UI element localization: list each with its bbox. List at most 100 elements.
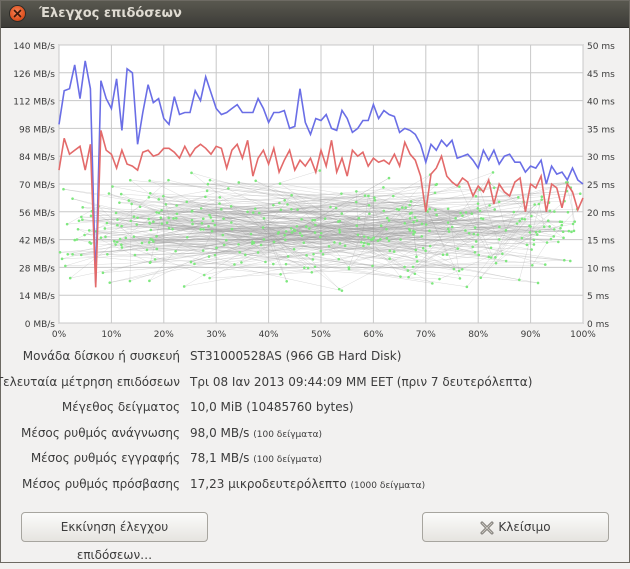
access-time-point	[230, 221, 233, 224]
close-button[interactable]: Κλείσιμο	[422, 512, 609, 542]
info-value-text: 78,1 MB/s	[190, 451, 250, 465]
access-time-point	[175, 204, 178, 207]
access-time-point	[306, 266, 310, 270]
access-time-point	[208, 178, 212, 182]
access-time-point	[549, 237, 553, 241]
access-time-point	[515, 222, 519, 225]
access-time-point	[190, 218, 194, 222]
access-time-point	[367, 204, 371, 207]
access-time-point	[408, 217, 412, 220]
access-time-point	[71, 253, 74, 256]
access-time-point	[305, 254, 308, 257]
access-time-point	[368, 212, 371, 216]
access-time-point	[373, 196, 376, 199]
access-time-point	[155, 247, 159, 251]
y-tick-label-right: 15 ms	[587, 237, 615, 247]
access-time-point	[221, 233, 225, 237]
access-time-point	[347, 266, 351, 269]
access-time-point	[385, 236, 389, 240]
access-time-point	[477, 253, 481, 257]
start-benchmark-button[interactable]: Εκκίνηση έλεγχου επιδόσεων…	[21, 512, 208, 562]
access-time-point	[478, 209, 482, 213]
access-time-point	[246, 210, 249, 214]
access-time-point	[227, 187, 230, 190]
info-label: Μέσος ρυθμός ανάγνωσης	[20, 425, 180, 440]
x-tick-label: 60%	[363, 330, 383, 340]
access-time-point	[89, 242, 93, 245]
access-time-point	[543, 263, 547, 266]
access-time-point	[118, 201, 121, 204]
access-time-point	[116, 218, 119, 221]
access-time-point	[413, 272, 417, 276]
access-time-point	[111, 185, 114, 188]
access-time-point	[481, 217, 485, 221]
access-time-point	[174, 249, 177, 253]
y-tick-label-left: 70 MB/s	[19, 181, 55, 191]
access-time-point	[167, 226, 171, 230]
access-time-point	[152, 220, 155, 223]
access-time-point	[372, 236, 375, 239]
access-time-point	[473, 226, 477, 229]
access-time-point	[229, 205, 233, 208]
access-time-point	[532, 238, 536, 242]
access-time-point	[83, 233, 86, 237]
access-time-point	[251, 240, 254, 243]
access-time-point	[81, 206, 84, 209]
access-time-point	[193, 262, 196, 266]
access-time-point	[434, 183, 438, 187]
access-time-point	[75, 238, 79, 241]
access-time-point	[103, 227, 107, 230]
info-label: Τελευταία μέτρηση επιδόσεων	[0, 374, 180, 389]
access-time-point	[185, 235, 189, 239]
access-time-point	[334, 206, 338, 210]
y-tick-label-right: 50 ms	[587, 42, 615, 52]
access-time-point	[530, 214, 533, 218]
access-time-point	[189, 260, 193, 264]
access-time-point	[498, 225, 501, 229]
access-time-point	[472, 232, 476, 236]
access-time-point	[118, 237, 122, 241]
access-time-point	[530, 248, 533, 251]
access-time-point	[204, 195, 207, 199]
access-time-point	[420, 235, 424, 238]
access-time-point	[244, 253, 247, 257]
access-time-point	[567, 229, 571, 233]
write-rate-line	[58, 130, 584, 288]
read-rate-line	[58, 60, 584, 284]
x-tick-label: 10%	[101, 330, 121, 340]
access-time-point	[373, 199, 377, 202]
access-time-point	[167, 178, 170, 182]
access-time-point	[531, 263, 534, 267]
info-value-text: ST31000528AS (966 GB Hard Disk)	[190, 349, 402, 363]
access-time-point	[412, 220, 415, 224]
x-tick-label: 100%	[570, 330, 596, 340]
info-label: Μέσος ρυθμός πρόσβασης	[22, 476, 180, 491]
access-time-point	[337, 220, 340, 223]
access-time-point	[220, 207, 223, 211]
access-time-point	[387, 219, 391, 222]
access-time-point	[253, 207, 257, 211]
info-label: Μονάδα δίσκου ή συσκευή	[22, 349, 180, 363]
access-time-point	[540, 195, 544, 199]
access-time-point	[476, 202, 480, 205]
access-time-point	[548, 225, 551, 228]
access-time-point	[489, 256, 493, 259]
access-time-point	[456, 247, 459, 250]
access-time-point	[108, 281, 112, 284]
access-time-point	[338, 242, 342, 245]
access-time-point	[428, 207, 431, 211]
access-time-point	[552, 235, 556, 238]
access-time-point	[286, 255, 290, 258]
access-time-point	[376, 239, 380, 243]
access-time-point	[290, 231, 294, 234]
window-close-button[interactable]	[10, 6, 25, 21]
access-time-point	[319, 249, 323, 253]
access-time-point	[116, 223, 119, 227]
access-time-point	[408, 203, 412, 207]
access-time-point	[356, 233, 360, 237]
access-time-point	[77, 219, 81, 223]
access-time-point	[470, 212, 474, 215]
access-time-point	[148, 261, 152, 265]
access-time-point	[200, 222, 204, 225]
access-time-point	[552, 228, 556, 231]
